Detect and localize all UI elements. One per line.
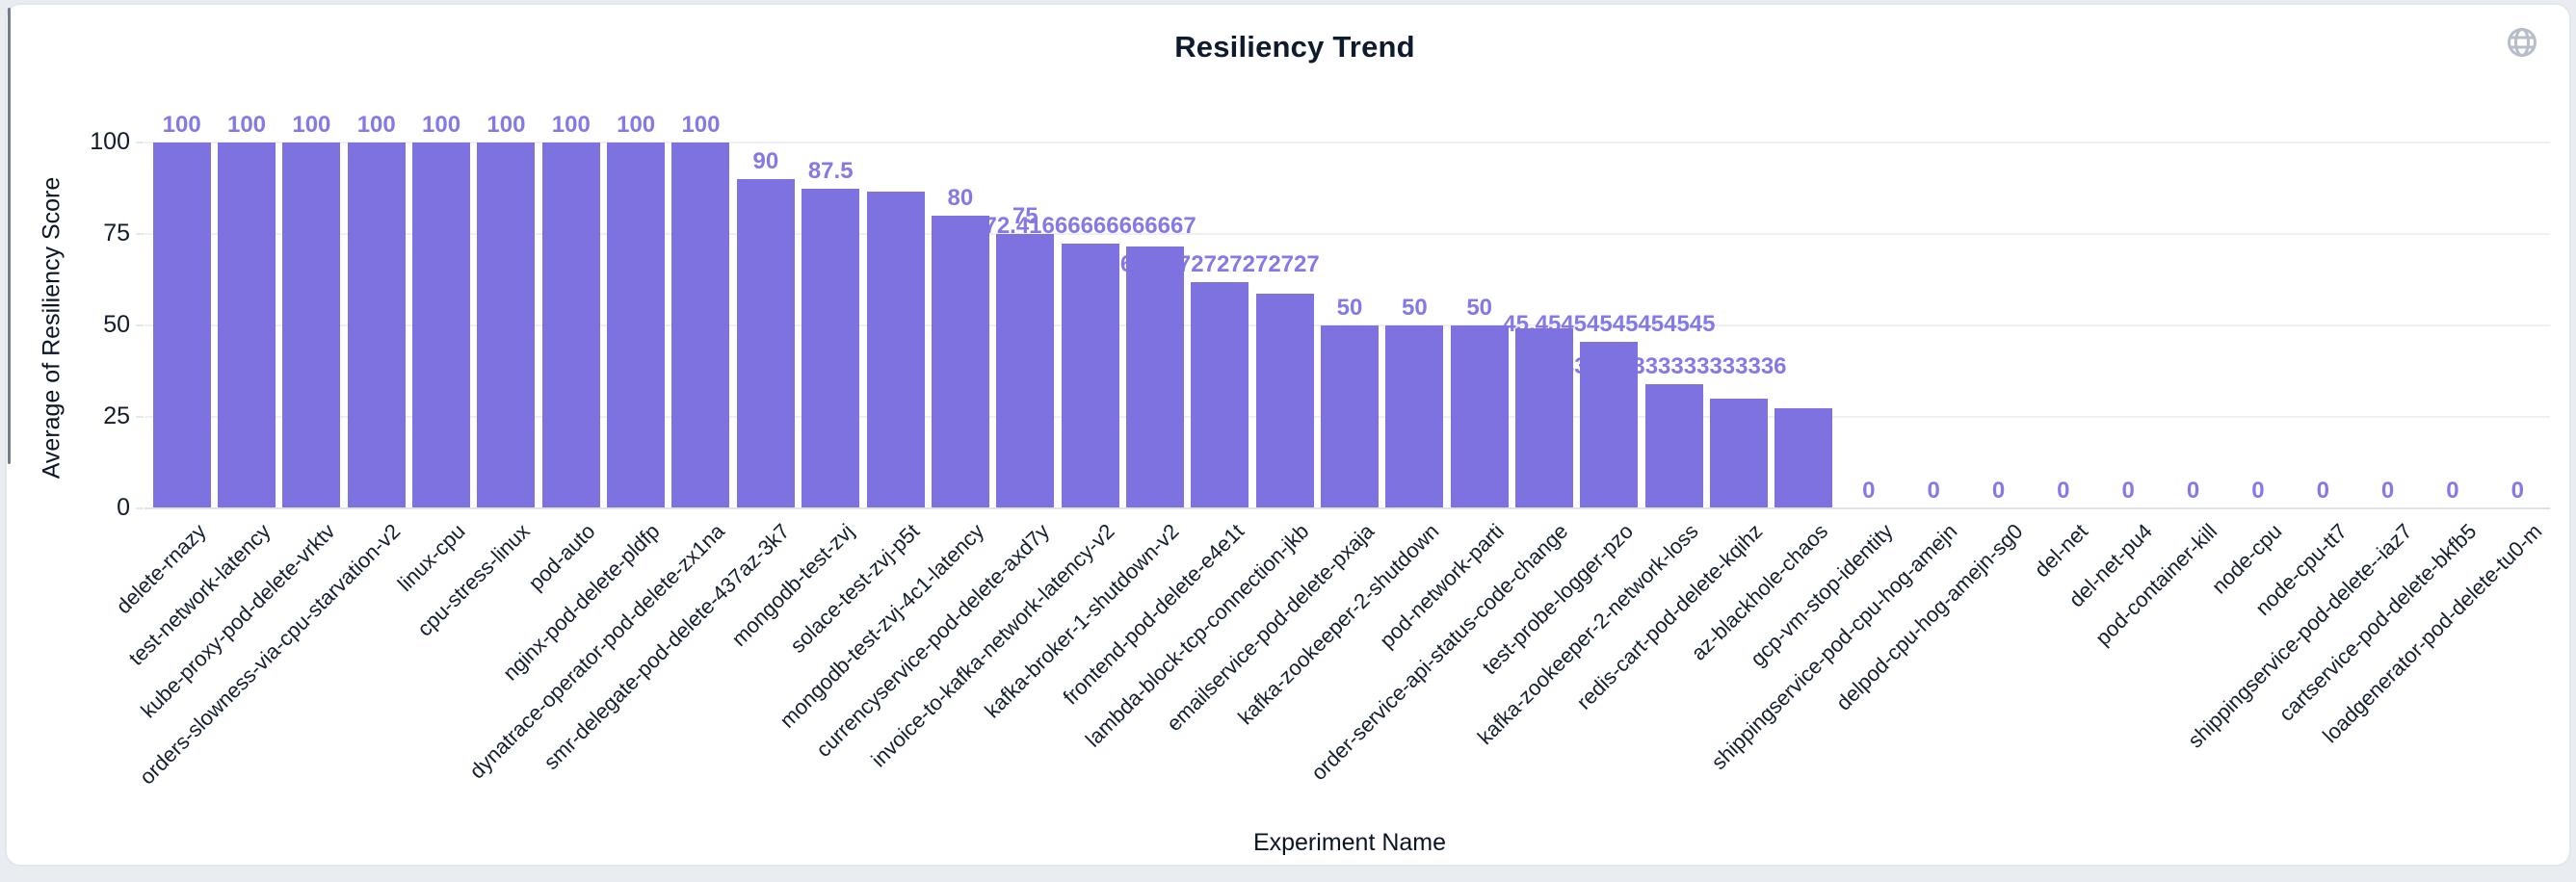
bar-value-label-node-cpu: 0 <box>2251 478 2265 504</box>
bar-value-label-emailservice-pod-delete-pxaja: 50 <box>1336 295 1363 321</box>
bar-value-label-node-cpu-tt7: 0 <box>2316 478 2329 504</box>
bar-value-label-dynatrace-operator-pod-delete-zx1na: 100 <box>681 112 721 138</box>
bar-frontend-pod-delete-e4e1t[interactable] <box>1191 282 1249 508</box>
y-tick-mark-50 <box>136 324 144 326</box>
bar-invoice-to-kafka-network-latency-v2[interactable] <box>1061 243 1119 508</box>
bar-value-label-pod-container-kill: 0 <box>2186 478 2200 504</box>
y-tick-label-75: 75 <box>103 220 130 246</box>
bar-value-label-mongodb-test-zvj-4c1-latency: 80 <box>947 185 974 211</box>
y-tick-label-100: 100 <box>90 128 130 155</box>
bar-kube-proxy-pod-delete-vrktv[interactable] <box>282 143 341 508</box>
x-axis-title: Experiment Name <box>1252 829 1447 856</box>
y-axis-title: Average of Resiliency Score <box>38 176 66 480</box>
bar-value-label-smr-delegate-pod-delete-437az-3k7: 90 <box>752 148 779 174</box>
bar-value-label-pod-network-parti: 50 <box>1466 295 1493 321</box>
bar-value-label-shippingservice-pod-delete--iaz7: 0 <box>2380 478 2395 504</box>
bar-test-probe-logger-pzo[interactable] <box>1580 342 1639 508</box>
bar-value-label-orders-slowness-via-cpu-starvation-v2: 100 <box>356 112 396 138</box>
bar-kafka-zookeeper-2-shutdown[interactable] <box>1385 325 1444 508</box>
y-tick-label-25: 25 <box>103 402 130 429</box>
bar-nginx-pod-delete-pldfp[interactable] <box>607 143 666 508</box>
bar-chart-plot-area: 0 25 50 75 100 100 100 100 100 100 100 100 100 100 90 8… <box>7 5 2569 865</box>
chart-title: Resiliency Trend <box>1174 30 1415 64</box>
bar-value-label-del-net-pu4: 0 <box>2121 478 2135 504</box>
bar-az-blackhole-chaos[interactable] <box>1774 407 1833 508</box>
bar-orders-slowness-via-cpu-starvation-v2[interactable] <box>347 143 406 508</box>
bar-value-label-mongodb-test-zvj: 87.5 <box>807 157 854 184</box>
bar-currencyservice-pod-delete-axd7y[interactable] <box>996 234 1055 508</box>
bar-value-label-cpu-stress-linux: 100 <box>486 112 526 138</box>
bar-solace-test-zvj-p5t[interactable] <box>866 191 925 508</box>
bar-value-label-del-net: 0 <box>2057 478 2070 504</box>
bar-mongodb-test-zvj-4c1-latency[interactable] <box>931 216 989 508</box>
bar-value-label-delete-rnazy: 100 <box>162 112 201 138</box>
left-edge-accent <box>8 8 11 464</box>
bar-kafka-zookeeper-2-network-loss[interactable] <box>1644 384 1703 508</box>
bar-mongodb-test-zvj[interactable] <box>802 188 860 508</box>
bar-pod-network-parti[interactable] <box>1450 325 1509 508</box>
globe-icon[interactable] <box>2505 25 2539 60</box>
bar-emailservice-pod-delete-pxaja[interactable] <box>1321 325 1379 508</box>
x-axis-label-loadgenerator-pod-delete-tu0-m: loadgenerator-pod-delete-tu0-m <box>2028 519 2546 747</box>
bar-pod-auto[interactable] <box>541 143 600 508</box>
bar-value-label-kafka-zookeeper-2-shutdown: 50 <box>1401 295 1428 321</box>
y-tick-mark-75 <box>136 233 144 235</box>
y-tick-label-0: 0 <box>117 494 130 521</box>
gridline-100 <box>145 142 2550 143</box>
bar-value-label-kube-proxy-pod-delete-vrktv: 100 <box>292 112 331 138</box>
bar-dynatrace-operator-pod-delete-zx1na[interactable] <box>671 143 730 508</box>
bar-delete-rnazy[interactable] <box>152 143 211 508</box>
bar-lambda-block-tcp-connection-jkb[interactable] <box>1255 293 1314 508</box>
y-tick-mark-0 <box>136 507 144 509</box>
y-tick-label-50: 50 <box>103 311 130 338</box>
gridline-75 <box>145 233 2550 235</box>
bar-cpu-stress-linux[interactable] <box>477 143 536 508</box>
bar-value-label-nginx-pod-delete-pldfp: 100 <box>617 112 656 138</box>
bar-value-label-test-network-latency: 100 <box>226 112 267 138</box>
bar-redis-cart-pod-delete-kqihz[interactable] <box>1710 399 1769 508</box>
bar-order-service-api-status-code-change[interactable] <box>1515 327 1574 508</box>
bar-value-label-gcp-vm-stop-identity: 0 <box>1862 478 1876 504</box>
bar-smr-delegate-pod-delete-437az-3k7[interactable] <box>736 179 795 508</box>
bar-test-network-latency[interactable] <box>218 143 276 508</box>
y-tick-mark-100 <box>136 142 144 143</box>
bar-value-label-currencyservice-pod-delete-axd7y: 75 <box>1012 203 1038 229</box>
bar-value-label-cartservice-pod-delete-bkfb5: 0 <box>2446 478 2459 504</box>
bar-value-label-loadgenerator-pod-delete-tu0-m: 0 <box>2510 478 2524 504</box>
bar-kafka-broker-1-shutdown-v2[interactable] <box>1125 246 1184 508</box>
y-tick-mark-25 <box>136 416 144 418</box>
x-axis-label-text: currencyservice-pod-delete-axd7y <box>810 519 1054 762</box>
bar-value-label-linux-cpu: 100 <box>422 112 461 138</box>
chart-card: Resiliency Trend Average of Resiliency S… <box>5 3 2571 867</box>
bar-linux-cpu[interactable] <box>412 143 471 508</box>
x-axis-line <box>145 507 2550 509</box>
bar-value-label-delpod-cpu-hog-amejn-sg0: 0 <box>1991 478 2006 504</box>
bar-value-label-pod-auto: 100 <box>551 112 591 138</box>
bar-value-label-shippingservice-pod-cpu-hog-amejn: 0 <box>1927 478 1940 504</box>
